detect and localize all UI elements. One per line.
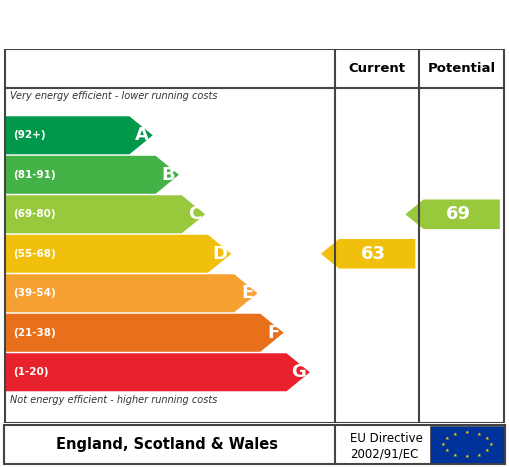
- Text: ★: ★: [485, 436, 490, 441]
- Text: Very energy efficient - lower running costs: Very energy efficient - lower running co…: [10, 91, 218, 101]
- Polygon shape: [5, 235, 231, 273]
- Polygon shape: [5, 156, 179, 194]
- Text: (81-91): (81-91): [13, 170, 55, 180]
- Bar: [430, 426, 504, 463]
- Text: Current: Current: [349, 62, 406, 75]
- Text: B: B: [161, 166, 175, 184]
- Text: (1-20): (1-20): [13, 367, 48, 377]
- Text: EU Directive: EU Directive: [350, 432, 423, 445]
- Text: ★: ★: [476, 453, 481, 458]
- Text: ★: ★: [453, 432, 458, 437]
- Text: ★: ★: [444, 436, 449, 441]
- Text: 69: 69: [446, 205, 471, 223]
- Polygon shape: [5, 353, 310, 391]
- Polygon shape: [5, 116, 153, 154]
- Bar: [4, 425, 505, 464]
- Text: (92+): (92+): [13, 130, 45, 140]
- Polygon shape: [5, 274, 258, 312]
- Text: ★: ★: [476, 432, 481, 437]
- Text: G: G: [291, 363, 306, 381]
- Text: Potential: Potential: [428, 62, 496, 75]
- Text: C: C: [188, 205, 201, 223]
- Text: England, Scotland & Wales: England, Scotland & Wales: [56, 437, 278, 453]
- Text: (39-54): (39-54): [13, 288, 55, 298]
- Text: (55-68): (55-68): [13, 249, 55, 259]
- Text: Energy Efficiency Rating: Energy Efficiency Rating: [92, 13, 417, 36]
- Text: 63: 63: [361, 245, 386, 263]
- Text: ★: ★: [441, 442, 446, 447]
- Text: ★: ★: [465, 431, 469, 435]
- Text: 2002/91/EC: 2002/91/EC: [350, 447, 418, 460]
- Text: Not energy efficient - higher running costs: Not energy efficient - higher running co…: [10, 395, 217, 405]
- Text: ★: ★: [465, 454, 469, 459]
- Text: ★: ★: [488, 442, 493, 447]
- Text: A: A: [135, 126, 149, 144]
- Text: (21-38): (21-38): [13, 328, 55, 338]
- Text: ★: ★: [485, 448, 490, 453]
- Polygon shape: [321, 239, 415, 269]
- Text: D: D: [212, 245, 227, 263]
- Text: E: E: [241, 284, 253, 302]
- Text: ★: ★: [444, 448, 449, 453]
- Polygon shape: [5, 314, 284, 352]
- Polygon shape: [405, 199, 500, 229]
- Text: F: F: [267, 324, 279, 342]
- Polygon shape: [5, 195, 205, 234]
- Text: ★: ★: [453, 453, 458, 458]
- Text: (69-80): (69-80): [13, 209, 55, 219]
